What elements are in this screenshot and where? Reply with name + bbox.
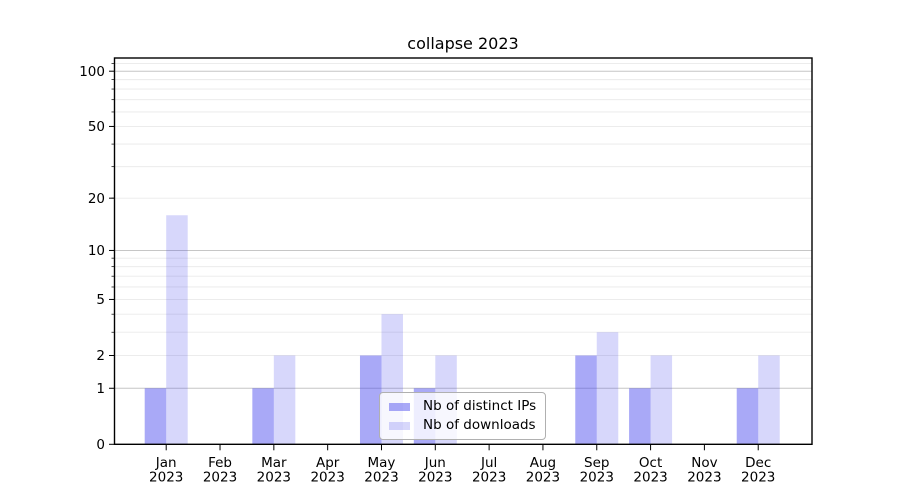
x-tick-label-month: Sep [584, 455, 609, 471]
chart-title: collapse 2023 [407, 34, 519, 53]
x-tick-label-year: 2023 [149, 470, 183, 486]
legend-swatch-distinct-ips [389, 402, 410, 411]
bar-distinct-ips-dec [736, 388, 759, 445]
y-tick-label: 0 [96, 437, 105, 453]
legend-item-downloads: Nb of downloads [389, 416, 536, 435]
x-tick-label-month: Jan [155, 455, 177, 471]
x-tick-label-month: Oct [639, 455, 662, 471]
x-tick-label-year: 2023 [203, 470, 237, 486]
x-tick-label-month: Apr [316, 455, 340, 471]
bar-distinct-ips-sep [575, 355, 597, 445]
legend-label-distinct-ips: Nb of distinct IPs [423, 397, 537, 414]
x-tick-label-month: May [368, 455, 396, 471]
legend-label-downloads: Nb of downloads [423, 416, 536, 433]
bar-distinct-ips-jan [144, 388, 167, 445]
x-tick-label-year: 2023 [633, 470, 667, 486]
bar-downloads-sep [596, 332, 619, 445]
y-tick-label: 100 [79, 64, 105, 80]
bar-distinct-ips-may [359, 355, 382, 445]
x-tick-label-month: Feb [208, 455, 232, 471]
x-tick-label-year: 2023 [741, 470, 775, 486]
legend-item-distinct-ips: Nb of distinct IPs [389, 397, 536, 416]
y-tick-label: 10 [88, 243, 105, 259]
x-tick-label-year: 2023 [364, 470, 398, 486]
y-tick-label: 50 [88, 119, 105, 135]
bar-downloads-jan [166, 215, 188, 445]
x-tick-label-year: 2023 [472, 470, 506, 486]
bar-distinct-ips-oct [629, 388, 651, 445]
y-tick-label: 20 [88, 191, 105, 207]
bar-downloads-dec [758, 355, 780, 445]
x-tick-label-year: 2023 [257, 470, 291, 486]
legend-swatch-downloads [389, 421, 410, 430]
x-tick-label-year: 2023 [687, 470, 721, 486]
y-tick-label: 2 [96, 348, 105, 364]
x-tick-label-month: Jun [424, 455, 446, 471]
x-tick-label-year: 2023 [526, 470, 560, 486]
x-tick-label-month: Nov [691, 455, 717, 471]
bar-distinct-ips-mar [252, 388, 274, 445]
y-tick-label: 5 [96, 292, 105, 308]
bar-downloads-mar [273, 355, 296, 445]
x-tick-label-year: 2023 [418, 470, 452, 486]
x-tick-label-year: 2023 [580, 470, 614, 486]
bar-downloads-oct [650, 355, 673, 445]
legend: Nb of distinct IPs Nb of downloads [379, 392, 547, 440]
y-tick-label: 1 [96, 381, 105, 397]
x-tick-label-month: Dec [745, 455, 771, 471]
x-tick-label-month: Mar [261, 455, 287, 471]
plot-spines [113, 57, 813, 445]
x-tick-label-year: 2023 [310, 470, 344, 486]
x-tick-label-month: Jul [480, 455, 497, 471]
x-tick-label-month: Aug [530, 455, 556, 471]
